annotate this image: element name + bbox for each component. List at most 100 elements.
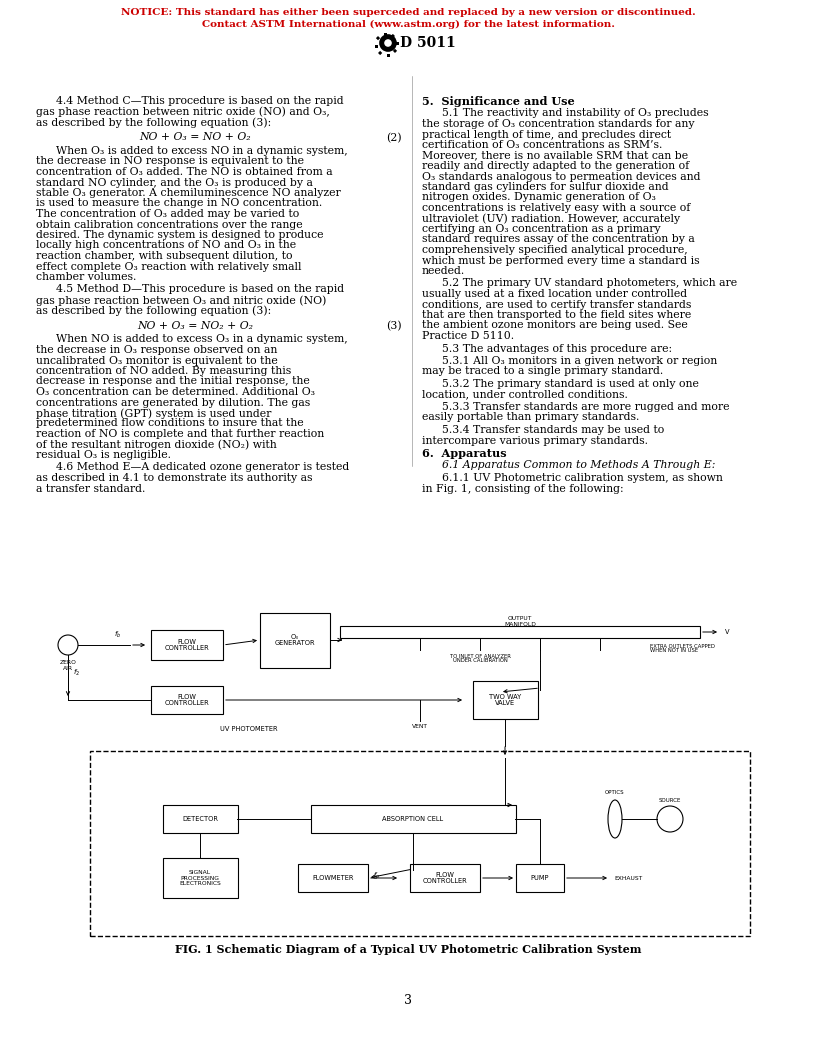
Text: gas phase reaction between O₃ and nitric oxide (NO): gas phase reaction between O₃ and nitric… — [36, 295, 326, 305]
Text: certification of O₃ concentrations as SRM’s.: certification of O₃ concentrations as SR… — [422, 140, 663, 150]
Text: phase titration (GPT) system is used under: phase titration (GPT) system is used und… — [36, 408, 272, 418]
Text: TO INLET OF ANALYZER: TO INLET OF ANALYZER — [450, 654, 511, 659]
Text: the storage of O₃ concentration standards for any: the storage of O₃ concentration standard… — [422, 119, 694, 129]
Text: location, under controlled conditions.: location, under controlled conditions. — [422, 390, 628, 399]
Text: $f_b$: $f_b$ — [114, 629, 122, 640]
Text: VALVE: VALVE — [495, 700, 515, 706]
Circle shape — [384, 38, 392, 48]
Text: may be traced to a single primary standard.: may be traced to a single primary standa… — [422, 366, 663, 377]
Text: as described by the following equation (3):: as described by the following equation (… — [36, 117, 271, 128]
Text: 5.3 The advantages of this procedure are:: 5.3 The advantages of this procedure are… — [442, 343, 672, 354]
Text: 5.3.4 Transfer standards may be used to: 5.3.4 Transfer standards may be used to — [442, 425, 664, 435]
Text: PROCESSING: PROCESSING — [180, 875, 220, 881]
Text: SIGNAL: SIGNAL — [189, 870, 211, 874]
Text: standard gas cylinders for sulfur dioxide and: standard gas cylinders for sulfur dioxid… — [422, 182, 668, 192]
Text: usually used at a fixed location under controlled: usually used at a fixed location under c… — [422, 289, 687, 299]
Bar — [516, 864, 564, 892]
Text: reaction of NO is complete and that further reaction: reaction of NO is complete and that furt… — [36, 429, 324, 439]
Text: V: V — [725, 629, 730, 635]
Bar — [396, 41, 398, 44]
Text: 5.3.2 The primary standard is used at only one: 5.3.2 The primary standard is used at on… — [442, 379, 698, 389]
Text: of the resultant nitrogen dioxide (NO₂) with: of the resultant nitrogen dioxide (NO₂) … — [36, 439, 277, 450]
Text: ZERO: ZERO — [60, 660, 77, 664]
Text: the ambient ozone monitors are being used. See: the ambient ozone monitors are being use… — [422, 321, 688, 331]
Text: is used to measure the change in NO concentration.: is used to measure the change in NO conc… — [36, 199, 322, 208]
Text: intercompare various primary standards.: intercompare various primary standards. — [422, 435, 648, 446]
Text: WHEN NOT IN USE: WHEN NOT IN USE — [650, 648, 698, 654]
Text: AIR: AIR — [63, 665, 73, 671]
Text: D 5011: D 5011 — [400, 36, 456, 50]
Text: UNDER CALIBRATION: UNDER CALIBRATION — [453, 659, 508, 663]
Text: 5.3.3 Transfer standards are more rugged and more: 5.3.3 Transfer standards are more rugged… — [442, 402, 730, 412]
Text: 4.4 Method C—This procedure is based on the rapid: 4.4 Method C—This procedure is based on … — [56, 96, 344, 106]
Text: locally high concentrations of NO and O₃ in the: locally high concentrations of NO and O₃… — [36, 241, 296, 250]
Text: standard requires assay of the concentration by a: standard requires assay of the concentra… — [422, 234, 694, 245]
Text: easily portable than primary standards.: easily portable than primary standards. — [422, 413, 640, 422]
Text: needed.: needed. — [422, 266, 465, 276]
Text: concentration of O₃ added. The NO is obtained from a: concentration of O₃ added. The NO is obt… — [36, 167, 333, 177]
Text: gas phase reaction between nitric oxide (NO) and O₃,: gas phase reaction between nitric oxide … — [36, 107, 330, 117]
Text: certifying an O₃ concentration as a primary: certifying an O₃ concentration as a prim… — [422, 224, 661, 234]
Bar — [391, 34, 395, 38]
Bar — [410, 864, 480, 892]
Ellipse shape — [608, 800, 622, 838]
Bar — [162, 805, 237, 833]
Text: NO + O₃ = NO₂ + O₂: NO + O₃ = NO₂ + O₂ — [137, 321, 253, 331]
Text: as described by the following equation (3):: as described by the following equation (… — [36, 305, 271, 316]
Bar — [298, 864, 368, 892]
Text: When O₃ is added to excess NO in a dynamic system,: When O₃ is added to excess NO in a dynam… — [56, 146, 348, 156]
Text: The concentration of O₃ added may be varied to: The concentration of O₃ added may be var… — [36, 209, 299, 219]
Text: 5.  Significance and Use: 5. Significance and Use — [422, 96, 574, 107]
Text: ultraviolet (UV) radiation. However, accurately: ultraviolet (UV) radiation. However, acc… — [422, 213, 680, 224]
Bar — [311, 805, 516, 833]
Text: (2): (2) — [386, 132, 402, 143]
Text: OUTPUT: OUTPUT — [508, 617, 532, 622]
Text: O₃ standards analogous to permeation devices and: O₃ standards analogous to permeation dev… — [422, 171, 700, 182]
Text: nitrogen oxides. Dynamic generation of O₃: nitrogen oxides. Dynamic generation of O… — [422, 192, 656, 203]
Text: NOTICE: This standard has either been superceded and replaced by a new version o: NOTICE: This standard has either been su… — [121, 8, 695, 17]
Text: the decrease in NO response is equivalent to the: the decrease in NO response is equivalen… — [36, 156, 304, 167]
Text: the decrease in O₃ response observed on an: the decrease in O₃ response observed on … — [36, 345, 277, 355]
Text: decrease in response and the initial response, the: decrease in response and the initial res… — [36, 377, 310, 386]
Bar — [375, 44, 378, 48]
Text: predetermined flow conditions to insure that the: predetermined flow conditions to insure … — [36, 418, 304, 429]
Bar — [392, 49, 397, 53]
Text: FLOW: FLOW — [178, 639, 197, 645]
Text: 5.1 The reactivity and instability of O₃ precludes: 5.1 The reactivity and instability of O₃… — [442, 109, 708, 118]
Bar — [472, 681, 538, 719]
Text: EXTRA OUTLETS CAPPED: EXTRA OUTLETS CAPPED — [650, 643, 715, 648]
Text: FLOW: FLOW — [178, 694, 197, 700]
Text: $f_p$: $f_p$ — [374, 870, 381, 882]
Text: which must be performed every time a standard is: which must be performed every time a sta… — [422, 256, 699, 265]
Text: CONTROLLER: CONTROLLER — [165, 700, 210, 706]
Text: FLOWMETER: FLOWMETER — [313, 875, 354, 881]
Bar — [260, 612, 330, 667]
Text: Contact ASTM International (www.astm.org) for the latest information.: Contact ASTM International (www.astm.org… — [202, 20, 614, 30]
Text: OPTICS: OPTICS — [605, 791, 625, 795]
Bar — [90, 751, 750, 936]
Text: UV PHOTOMETER: UV PHOTOMETER — [220, 727, 277, 732]
Text: practical length of time, and precludes direct: practical length of time, and precludes … — [422, 130, 671, 139]
Bar — [340, 626, 700, 638]
Text: 5.2 The primary UV standard photometers, which are: 5.2 The primary UV standard photometers,… — [442, 279, 737, 288]
Text: 4.5 Method D—This procedure is based on the rapid: 4.5 Method D—This procedure is based on … — [56, 284, 344, 295]
Text: (3): (3) — [386, 321, 402, 332]
Text: 3: 3 — [404, 995, 412, 1007]
Text: NO + O₃ = NO + O₂: NO + O₃ = NO + O₂ — [140, 132, 251, 143]
Circle shape — [380, 35, 396, 51]
Text: 6.  Apparatus: 6. Apparatus — [422, 448, 507, 459]
Text: 6.1 Apparatus Common to Methods A Through E:: 6.1 Apparatus Common to Methods A Throug… — [442, 460, 716, 471]
Text: standard NO cylinder, and the O₃ is produced by a: standard NO cylinder, and the O₃ is prod… — [36, 177, 313, 188]
Text: chamber volumes.: chamber volumes. — [36, 272, 136, 282]
Text: stable O₃ generator. A chemiluminescence NO analyzer: stable O₃ generator. A chemiluminescence… — [36, 188, 341, 199]
Text: O₃: O₃ — [291, 634, 299, 640]
Text: desired. The dynamic system is designed to produce: desired. The dynamic system is designed … — [36, 230, 323, 240]
Text: $f_2$: $f_2$ — [73, 667, 80, 678]
Circle shape — [58, 635, 78, 655]
Text: MANIFOLD: MANIFOLD — [504, 622, 536, 626]
Text: FLOW: FLOW — [436, 872, 455, 878]
Text: O₃ concentration can be determined. Additional O₃: O₃ concentration can be determined. Addi… — [36, 386, 315, 397]
Text: uncalibrated O₃ monitor is equivalent to the: uncalibrated O₃ monitor is equivalent to… — [36, 356, 277, 365]
Text: SOURCE: SOURCE — [659, 797, 681, 803]
Text: CONTROLLER: CONTROLLER — [165, 645, 210, 652]
